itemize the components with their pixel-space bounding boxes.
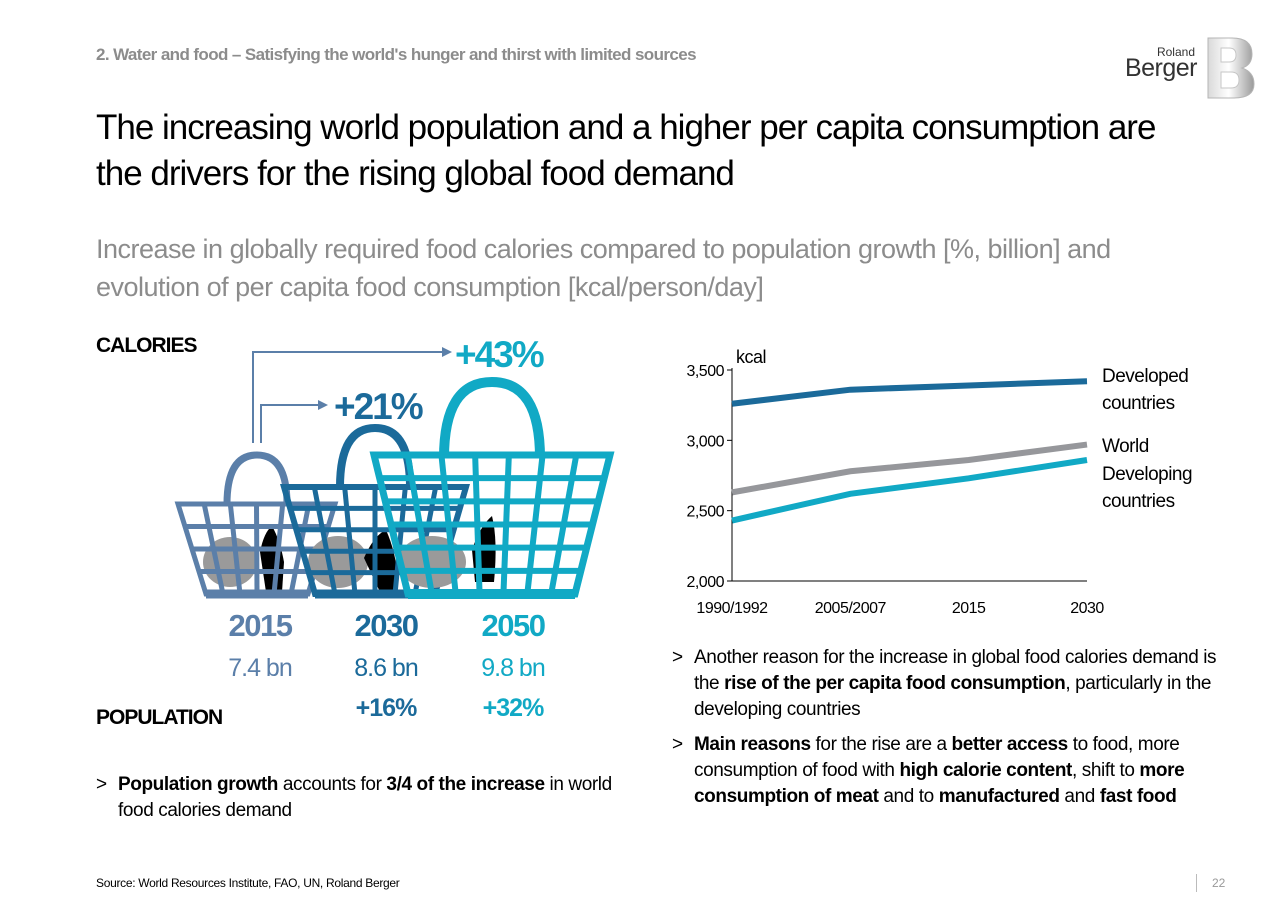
bullet-text: Population growth accounts for 3/4 of th… <box>96 772 616 824</box>
x-tick-label: 2015 <box>952 600 986 617</box>
population-2015-value: 7.4 bn <box>228 654 293 682</box>
legend-label: Developing <box>1102 464 1192 485</box>
roland-berger-logo: Roland Berger <box>1120 36 1255 100</box>
bullet-text-segment: and to <box>878 786 939 807</box>
arrow-to-2050-icon <box>252 347 452 443</box>
bullet-bold-segment: high calorie content <box>899 760 1072 781</box>
y-tick-label: 3,000 <box>686 433 724 450</box>
legend-label: Developed <box>1102 366 1188 387</box>
source-note: Source: World Resources Institute, FAO, … <box>96 876 400 890</box>
bullet-bold-segment: Population growth <box>118 774 278 795</box>
bullet-text-segment: in world food calories demand <box>118 774 612 821</box>
y-tick-label: 2,000 <box>686 574 724 591</box>
y-tick-label: 3,500 <box>686 363 724 380</box>
series-line-developing-countries <box>731 457 1088 524</box>
bullet-text-segment: to food, more consumption of food with <box>694 734 1180 781</box>
population-2030-value: 8.6 bn <box>354 654 419 682</box>
footer-divider <box>1196 874 1197 892</box>
bullet-text: Main reasons for the rise are a better a… <box>672 732 1232 810</box>
bullet-bold-segment: 3/4 of the increase <box>386 774 545 795</box>
calories-label: CALORIES <box>96 334 198 357</box>
population-label: POPULATION <box>96 706 223 729</box>
year-2030-label: 2030 <box>354 608 419 643</box>
calorie-increase-2030: +21% <box>334 386 423 427</box>
bullet-bold-segment: Main reasons <box>694 734 811 755</box>
page-number: 22 <box>1212 876 1226 890</box>
year-2050-label: 2050 <box>481 608 546 643</box>
page-title: The increasing world population and a hi… <box>96 108 1156 193</box>
bullet-text-segment: , particularly in the developing countri… <box>694 673 1212 720</box>
legend-label: World <box>1102 436 1149 457</box>
page-subtitle: Increase in globally required food calor… <box>96 234 1111 302</box>
bullet-bold-segment: better access <box>951 734 1069 755</box>
bullet-text-segment: accounts for <box>277 774 387 795</box>
calories-basket-chart: +21% +43% <box>174 334 615 599</box>
x-tick-label: 1990/1992 <box>696 600 768 617</box>
logo-b-mark <box>1207 37 1255 99</box>
x-tick-label: 2030 <box>1070 600 1104 617</box>
calorie-increase-2050: +43% <box>455 334 544 375</box>
basket-2050-icon <box>369 376 615 599</box>
logo-text-bottom: Berger <box>1124 54 1198 82</box>
arrow-to-2030-icon <box>260 400 328 443</box>
bullet-bold-segment: fast food <box>1099 786 1177 807</box>
year-2015-label: 2015 <box>228 608 293 643</box>
logo-text-top: Roland <box>1156 45 1195 59</box>
bullet-text-segment: for the rise are a <box>810 734 952 755</box>
main-reasons-bullet: > Main reasons for the rise are a better… <box>672 732 1232 810</box>
y-tick-label: 2,500 <box>686 504 724 521</box>
per-capita-bullet: > Another reason for the increase in glo… <box>672 645 1232 723</box>
population-growth-2050: +32% <box>482 694 545 722</box>
population-growth-bullet: > Population growth accounts for 3/4 of … <box>96 772 616 824</box>
kcal-line-chart: 2,000 2,500 3,000 3,500 1990/1992 2005/2007 2… <box>686 347 1192 617</box>
series-line-developed-countries <box>731 378 1088 407</box>
bullet-marker: > <box>672 647 683 668</box>
bullet-bold-segment: more consumption of meat <box>694 760 1185 807</box>
series-line-world <box>731 441 1088 496</box>
basket-2015-icon <box>174 451 339 599</box>
bullet-text-segment: , shift to <box>1072 760 1140 781</box>
bullet-marker: > <box>96 774 107 795</box>
bullet-text-segment: and <box>1059 786 1100 807</box>
population-growth-2030: +16% <box>355 694 418 722</box>
legend-label: countries <box>1102 491 1175 512</box>
population-2050-value: 9.8 bn <box>481 654 546 682</box>
x-tick-label: 2005/2007 <box>815 600 887 617</box>
bullet-text: Another reason for the increase in globa… <box>672 645 1232 723</box>
y-unit-label: kcal <box>736 347 766 367</box>
bullet-marker: > <box>672 734 683 755</box>
legend-label: countries <box>1102 393 1175 414</box>
bullet-text-segment: Another reason for the increase in globa… <box>694 647 1217 694</box>
bullet-bold-segment: rise of the per capita food consumption <box>724 673 1066 694</box>
bullet-bold-segment: manufactured <box>938 786 1060 807</box>
section-label: 2. Water and food – Satisfying the world… <box>96 45 697 64</box>
